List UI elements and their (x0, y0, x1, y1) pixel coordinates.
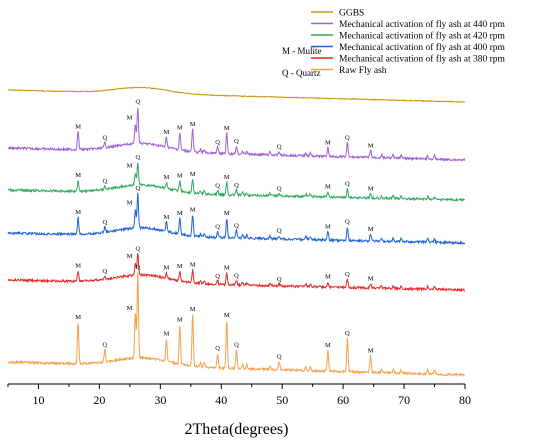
peak-label: M (325, 223, 331, 230)
peak-label: M (127, 114, 133, 121)
peak-label: Q (277, 186, 282, 193)
peak-label: M (164, 129, 170, 136)
legend-label-3: Mechanical activation of fly ash at 400 … (339, 42, 506, 53)
peak-label: M (127, 163, 133, 170)
legend-label-5: Raw Fly ash (339, 66, 387, 76)
series-line-4 (7, 253, 465, 293)
peak-label: M (224, 174, 230, 181)
x-tick-label: 10 (32, 393, 44, 407)
legend-label-1: Mechanical activation of fly ash at 440 … (339, 19, 506, 30)
peak-label: Q (103, 219, 108, 226)
peak-label: M (164, 265, 170, 272)
peak-label: Q (345, 181, 350, 188)
peak-label: Q (234, 182, 239, 189)
x-tick-label: 20 (93, 393, 105, 407)
peak-label: Q (215, 224, 220, 231)
peak-label: M (325, 183, 331, 190)
peak-label: Q (234, 138, 239, 145)
peak-label: M (224, 125, 230, 132)
peak-label: M (368, 226, 374, 233)
peak-label: Q (234, 222, 239, 229)
peak-label: M (224, 265, 230, 272)
phase-note-1: Q - Quartz (282, 68, 320, 78)
peak-label: M (177, 125, 183, 132)
peak-label: M (368, 186, 374, 193)
peak-label: M (75, 314, 81, 321)
peak-label: M (224, 312, 230, 319)
phase-notes: M - Mulite Q - Quartz (282, 46, 322, 78)
peak-label: M (325, 274, 331, 281)
peak-label: Q (103, 178, 108, 185)
phase-note-0: M - Mulite (282, 46, 322, 56)
series-line-3 (7, 192, 466, 246)
legend-label-2: Mechanical activation of fly ash at 420 … (339, 31, 506, 42)
peak-label: Q (215, 345, 220, 352)
x-axis: 10 20 30 40 50 60 70 80 (7, 383, 471, 407)
peak-label: M (177, 263, 183, 270)
peak-label: Q (277, 144, 282, 151)
peak-label: M (325, 139, 331, 146)
peak-label: M (368, 142, 374, 149)
legend-label-0: GGBS (339, 9, 364, 19)
peak-label: M (190, 306, 196, 313)
x-tick-label: 50 (276, 393, 288, 407)
peak-label: Q (135, 264, 140, 271)
peak-label: M (224, 210, 230, 217)
x-tick-label: 30 (154, 393, 166, 407)
peak-label: M (127, 305, 133, 312)
peak-label: Q (135, 154, 140, 161)
x-tick-label: 60 (337, 393, 349, 407)
peak-label: M (164, 174, 170, 181)
peak-label: Q (345, 135, 350, 142)
x-tick-label: 70 (398, 393, 410, 407)
peak-label: Q (345, 271, 350, 278)
x-tick-label: 80 (459, 393, 471, 407)
peak-label: M (190, 262, 196, 269)
peak-label: M (325, 342, 331, 349)
peak-label: Q (135, 99, 140, 106)
peak-label: Q (135, 185, 140, 192)
series-line-1 (7, 108, 466, 163)
peak-label: M (75, 209, 81, 216)
peak-label: M (177, 172, 183, 179)
peak-label: M (164, 330, 170, 337)
series-line-0 (7, 86, 466, 103)
peak-label: Q (345, 219, 350, 226)
peak-label: M (368, 276, 374, 283)
peak-label: M (127, 200, 133, 207)
peak-label: Q (345, 330, 350, 337)
peak-label: M (75, 263, 81, 270)
peak-label: Q (103, 341, 108, 348)
peak-label: Q (277, 353, 282, 360)
x-tick-label: 40 (215, 393, 227, 407)
peak-label: M (127, 253, 133, 260)
peak-label: M (75, 124, 81, 131)
x-axis-title: 2Theta(degrees) (185, 421, 289, 438)
peak-label: M (190, 171, 196, 178)
series-line-2 (7, 162, 465, 202)
series-line-5 (7, 272, 466, 378)
peak-label: M (368, 348, 374, 355)
peak-label: M (190, 207, 196, 214)
peak-label: Q (277, 276, 282, 283)
peak-label: M (164, 214, 170, 221)
peak-label: Q (277, 228, 282, 235)
peak-label: Q (234, 272, 239, 279)
peak-label: Q (215, 273, 220, 280)
peak-label: M (75, 172, 81, 179)
peak-label: Q (135, 245, 140, 252)
peak-label: Q (103, 134, 108, 141)
legend-label-4: Mechanical activation of fly ash at 380 … (339, 54, 506, 65)
peak-label: Q (215, 183, 220, 190)
peak-label: Q (234, 342, 239, 349)
peak-label: Q (103, 268, 108, 275)
peak-label: M (177, 316, 183, 323)
peak-label: M (190, 121, 196, 128)
peak-label: M (177, 210, 183, 217)
peak-label: Q (215, 139, 220, 146)
